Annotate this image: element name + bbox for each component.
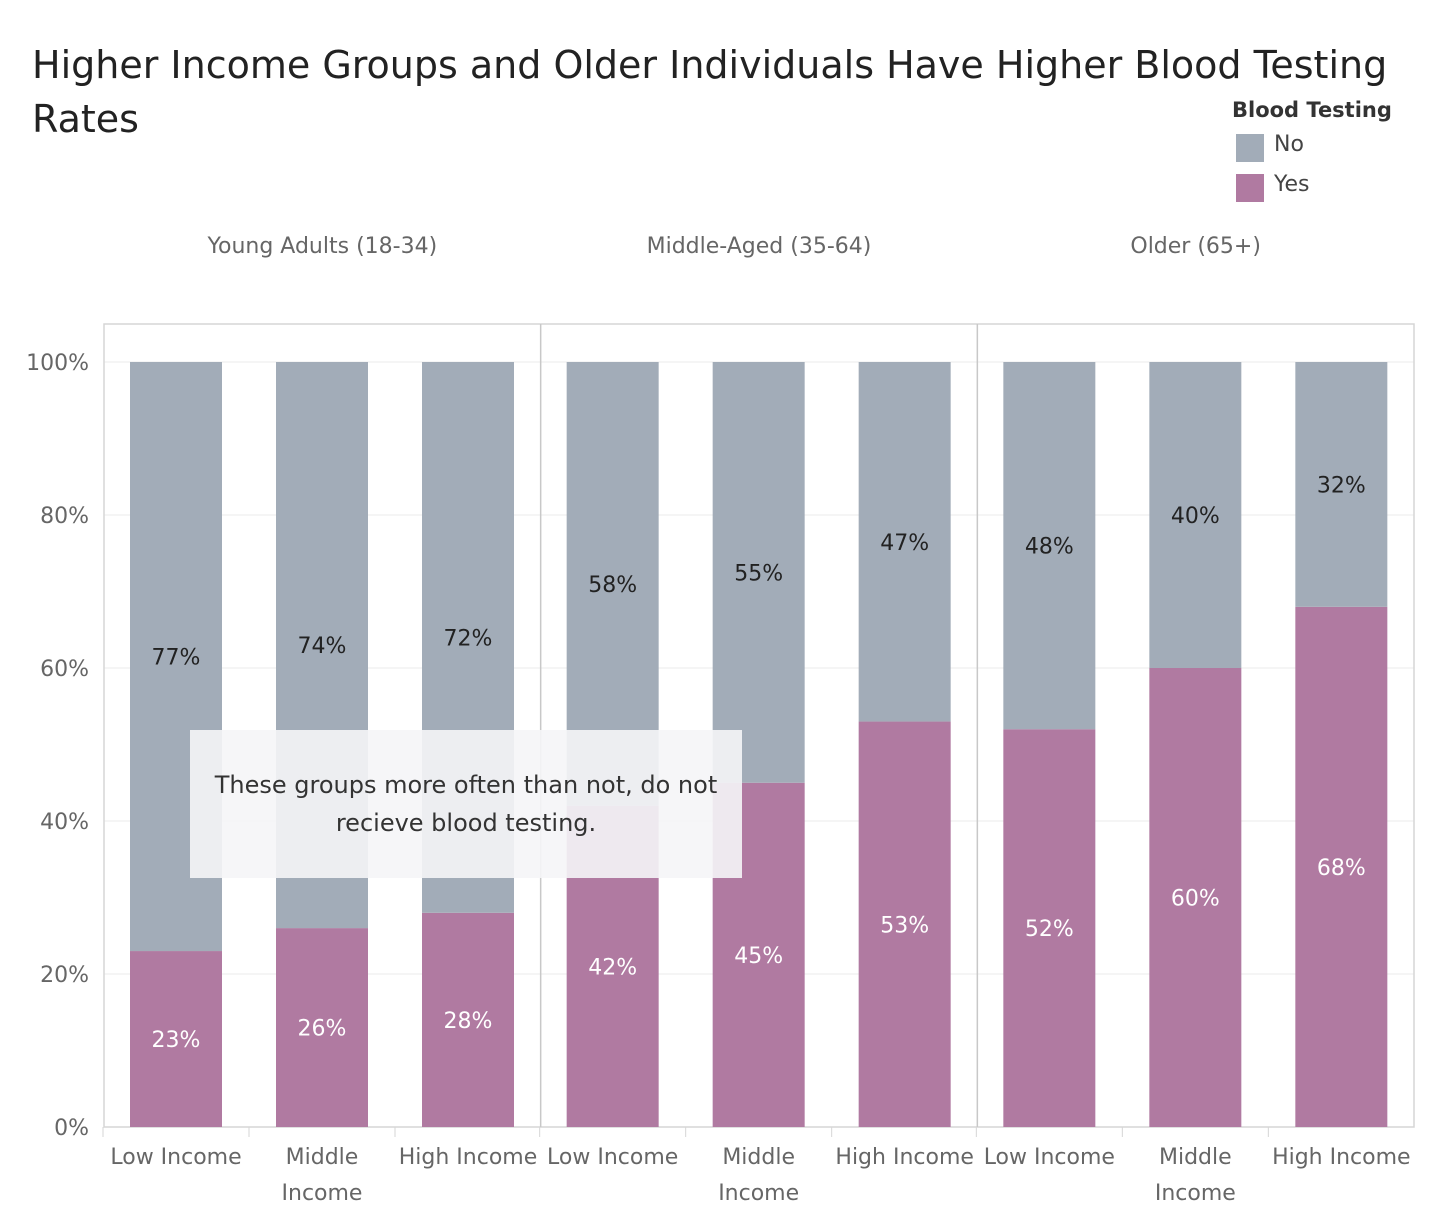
data-label-no: 55% xyxy=(734,561,783,586)
data-label-yes: 26% xyxy=(298,1017,347,1042)
x-category-label: Middle Income xyxy=(282,1145,363,1206)
data-label-yes: 68% xyxy=(1317,856,1366,881)
data-label-yes: 52% xyxy=(1025,917,1074,942)
x-category-label: High Income xyxy=(399,1145,538,1170)
data-label-no: 47% xyxy=(880,531,929,556)
y-tick-label: 20% xyxy=(40,963,89,988)
bar-segment-no xyxy=(1003,362,1096,730)
data-label-yes: 45% xyxy=(734,944,783,969)
x-category-label: Middle Income xyxy=(718,1145,799,1206)
chart-title: Higher Income Groups and Older Individua… xyxy=(32,43,1388,141)
legend-swatch-yes xyxy=(1236,174,1264,202)
panel-label: Older (65+) xyxy=(1130,234,1261,259)
data-label-no: 72% xyxy=(444,626,493,651)
legend-item-yes[interactable]: Yes xyxy=(1232,164,1422,204)
legend-label-yes: Yes xyxy=(1274,172,1310,197)
bar-segment-yes xyxy=(1003,729,1096,1127)
y-tick-label: 80% xyxy=(40,504,89,529)
panel-label: Middle-Aged (35-64) xyxy=(647,234,872,259)
bar-segment-yes xyxy=(276,928,368,1127)
x-category-label: Middle Income xyxy=(1155,1145,1236,1206)
legend-label-no: No xyxy=(1274,132,1304,157)
panel-label: Young Adults (18-34) xyxy=(206,234,437,259)
bar-segment-yes xyxy=(422,912,514,1127)
y-tick-label: 0% xyxy=(54,1116,89,1141)
y-tick-label: 100% xyxy=(26,351,89,376)
data-label-yes: 28% xyxy=(444,1009,493,1034)
x-category-label: Low Income xyxy=(984,1145,1115,1170)
legend-item-no[interactable]: No xyxy=(1232,124,1422,164)
data-label-no: 74% xyxy=(298,634,347,659)
x-category-label: Low Income xyxy=(547,1145,678,1170)
y-tick-label: 40% xyxy=(40,810,89,835)
legend-title: Blood Testing xyxy=(1232,98,1392,122)
bar-segment-yes xyxy=(1295,606,1388,1127)
bar-segment-no xyxy=(1149,362,1242,668)
bar-segment-yes xyxy=(858,721,951,1127)
legend: Blood Testing No Yes xyxy=(1232,96,1422,204)
bar-segment-yes xyxy=(1149,668,1242,1127)
data-label-no: 48% xyxy=(1025,535,1074,560)
data-label-no: 58% xyxy=(588,573,637,598)
x-category-label: High Income xyxy=(1272,1145,1411,1170)
bar-segment-no xyxy=(858,362,951,722)
data-label-yes: 60% xyxy=(1171,887,1220,912)
legend-swatch-no xyxy=(1236,134,1264,162)
data-label-no: 40% xyxy=(1171,504,1220,529)
y-tick-label: 60% xyxy=(40,657,89,682)
chart-annotation: These groups more often than not, do not… xyxy=(190,730,742,878)
bar-segment-no xyxy=(1295,362,1388,607)
data-label-yes: 42% xyxy=(588,955,637,980)
x-category-label: Low Income xyxy=(110,1145,241,1170)
data-label-yes: 23% xyxy=(152,1028,201,1053)
bar-segment-no xyxy=(712,362,805,783)
data-label-yes: 53% xyxy=(880,913,929,938)
x-category-label: High Income xyxy=(835,1145,974,1170)
data-label-no: 77% xyxy=(152,646,201,671)
bar-segment-yes xyxy=(130,951,222,1127)
data-label-no: 32% xyxy=(1317,473,1366,498)
